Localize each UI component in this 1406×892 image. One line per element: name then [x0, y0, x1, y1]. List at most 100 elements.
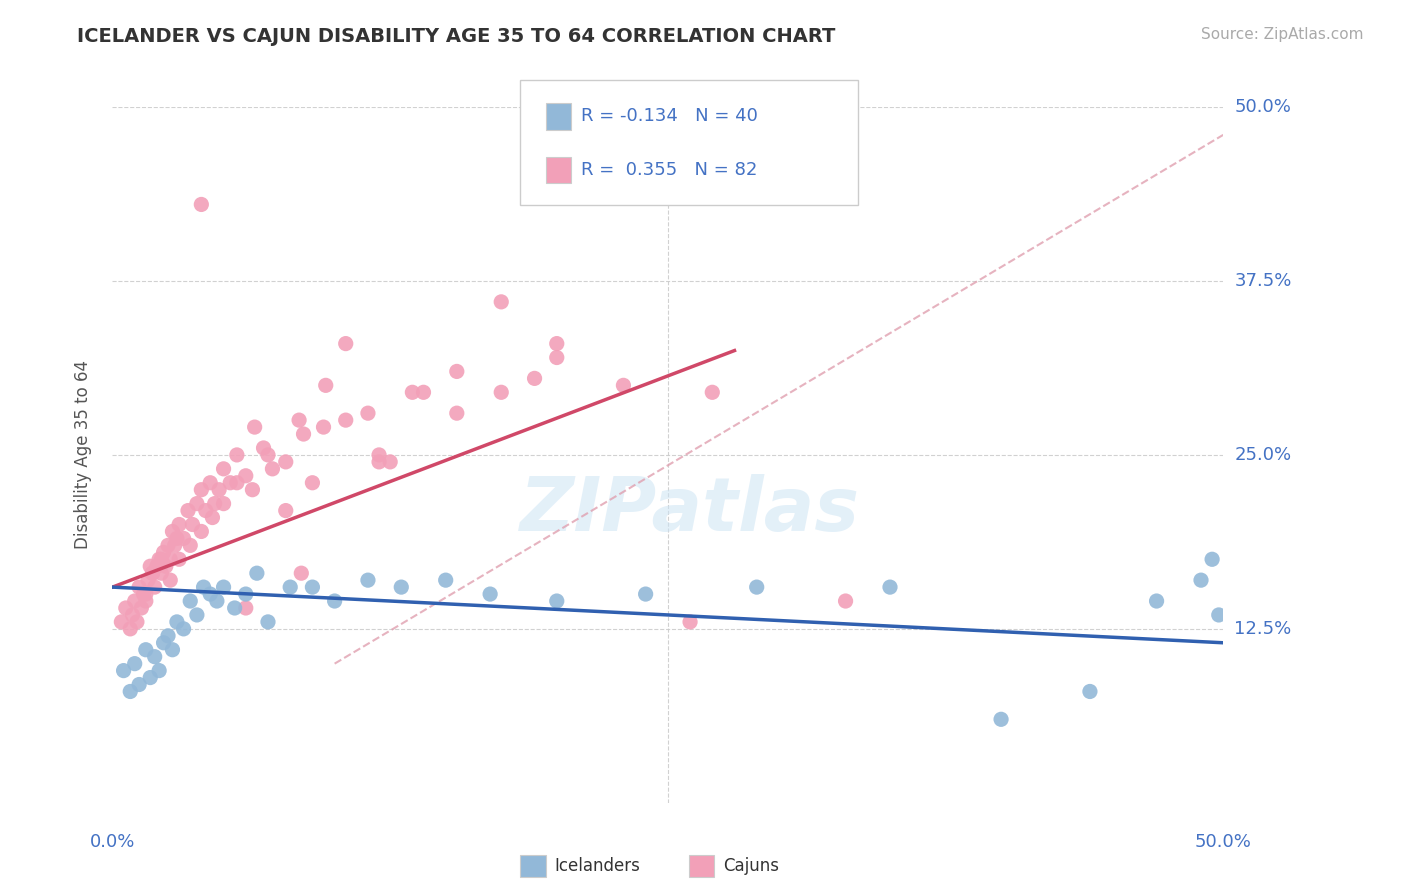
Point — [434, 573, 457, 587]
Point — [190, 524, 212, 539]
Point — [679, 615, 702, 629]
Text: Source: ZipAtlas.com: Source: ZipAtlas.com — [1201, 27, 1364, 42]
Text: 50.0%: 50.0% — [1195, 833, 1251, 851]
Point — [274, 503, 297, 517]
Point — [446, 406, 468, 420]
Point — [489, 294, 512, 309]
Point — [312, 420, 335, 434]
Point — [242, 483, 264, 497]
Point — [114, 601, 136, 615]
Text: 37.5%: 37.5% — [1234, 272, 1292, 290]
Point — [879, 580, 901, 594]
Point — [135, 587, 157, 601]
Text: Icelanders: Icelanders — [554, 857, 640, 875]
Point — [243, 420, 266, 434]
Point — [193, 580, 215, 594]
Point — [990, 712, 1012, 726]
Point — [173, 622, 195, 636]
Point — [212, 497, 235, 511]
Point — [292, 427, 315, 442]
Point — [252, 441, 274, 455]
Point — [235, 468, 257, 483]
Point — [141, 566, 163, 581]
Point — [150, 566, 173, 581]
Point — [335, 336, 357, 351]
Point — [179, 594, 201, 608]
Point — [155, 559, 177, 574]
Point — [186, 497, 208, 511]
Text: R =  0.355   N = 82: R = 0.355 N = 82 — [581, 161, 756, 179]
Point — [212, 580, 235, 594]
Point — [315, 378, 337, 392]
Point — [148, 552, 170, 566]
Point — [401, 385, 423, 400]
Point — [208, 483, 231, 497]
Point — [157, 629, 180, 643]
Point — [162, 524, 184, 539]
Point — [125, 615, 148, 629]
Point — [190, 483, 212, 497]
Point — [152, 636, 174, 650]
Text: ICELANDER VS CAJUN DISABILITY AGE 35 TO 64 CORRELATION CHART: ICELANDER VS CAJUN DISABILITY AGE 35 TO … — [77, 27, 835, 45]
Point — [139, 559, 162, 574]
Point — [135, 642, 157, 657]
Point — [121, 607, 143, 622]
Point — [1078, 684, 1101, 698]
Point — [124, 657, 146, 671]
Point — [166, 532, 188, 546]
Point — [323, 594, 346, 608]
Point — [335, 413, 357, 427]
Point — [167, 552, 190, 566]
Point — [288, 413, 311, 427]
Point — [479, 587, 502, 601]
Point — [634, 587, 657, 601]
Point — [131, 601, 153, 615]
Point — [412, 385, 434, 400]
Point — [546, 336, 568, 351]
Point — [201, 510, 224, 524]
Text: 50.0%: 50.0% — [1234, 98, 1291, 116]
Point — [219, 475, 242, 490]
Point — [190, 197, 212, 211]
Point — [159, 573, 181, 587]
Point — [110, 615, 132, 629]
Point — [301, 580, 323, 594]
Point — [146, 559, 169, 574]
Point — [212, 462, 235, 476]
Point — [177, 503, 200, 517]
Point — [834, 594, 856, 608]
Point — [143, 649, 166, 664]
Point — [200, 587, 222, 601]
Text: 12.5%: 12.5% — [1234, 620, 1292, 638]
Point — [290, 566, 312, 581]
Point — [546, 351, 568, 365]
Point — [262, 462, 284, 476]
Point — [124, 594, 146, 608]
Point — [489, 385, 512, 400]
Point — [150, 552, 173, 566]
Point — [225, 475, 247, 490]
Point — [1201, 552, 1223, 566]
Point — [166, 615, 188, 629]
Point — [159, 552, 181, 566]
Point — [181, 517, 204, 532]
Text: Cajuns: Cajuns — [723, 857, 779, 875]
Point — [136, 573, 159, 587]
Point — [132, 587, 155, 601]
Point — [186, 607, 208, 622]
Text: R = -0.134   N = 40: R = -0.134 N = 40 — [581, 108, 758, 126]
Point — [162, 642, 184, 657]
Text: 0.0%: 0.0% — [90, 833, 135, 851]
Point — [368, 448, 391, 462]
Point — [157, 538, 180, 552]
Point — [380, 455, 402, 469]
Point — [278, 580, 301, 594]
Point — [446, 364, 468, 378]
Point — [141, 566, 163, 581]
Point — [235, 587, 257, 601]
Point — [205, 594, 228, 608]
Point — [135, 594, 157, 608]
Text: 25.0%: 25.0% — [1234, 446, 1292, 464]
Point — [128, 677, 150, 691]
Point — [167, 517, 190, 532]
